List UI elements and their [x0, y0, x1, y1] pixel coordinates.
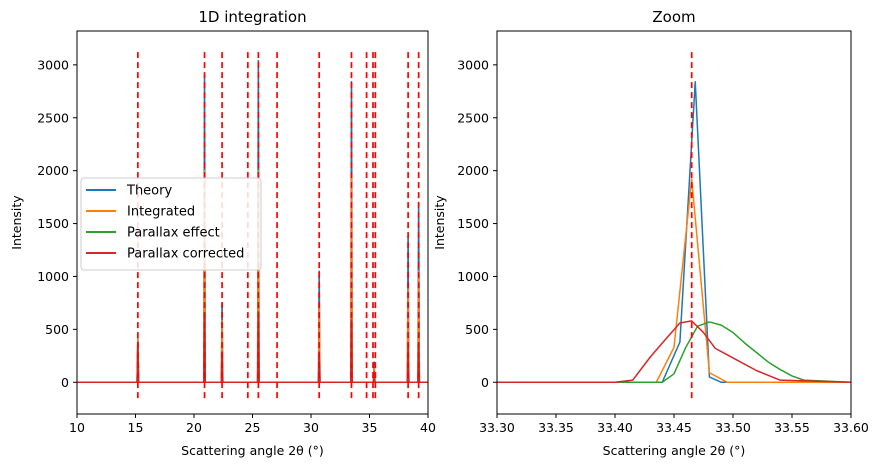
y-tick-label: 2000	[37, 163, 69, 178]
y-axis-ticks: 0 500 1000 1500 2000 2500 3000	[37, 57, 77, 390]
x-axis-ticks: 10 15 20 25 30 35 40	[69, 414, 436, 435]
y-tick-label: 1000	[457, 269, 489, 284]
y-axis-ticks: 0 500 1000 1500 2000 2500 3000	[457, 57, 497, 390]
y-tick-label: 500	[45, 322, 69, 337]
y-axis-label: Intensity	[9, 195, 24, 250]
y-tick-label: 2500	[37, 110, 69, 125]
legend-label-integrated: Integrated	[127, 205, 195, 220]
y-tick-label: 2000	[457, 163, 489, 178]
legend: Theory Integrated Parallax effect Parall…	[80, 177, 262, 271]
panel-1d-integration: 10 15 20 25 30 35 40 050010001500200025003000 …	[9, 8, 436, 458]
y-tick-label: 3000	[37, 57, 69, 72]
x-tick-label: 33.40	[597, 420, 633, 435]
x-axis-ticks: 33.30 33.35 33.40 33.45 33.50 33.55 33.60	[479, 414, 869, 435]
legend-label-parallax-corrected: Parallax corrected	[127, 247, 244, 262]
x-tick-label: 15	[128, 420, 144, 435]
series-group	[497, 48, 851, 399]
y-tick-label: 0	[61, 375, 69, 390]
series-line-parallax-effect	[497, 321, 851, 384]
y-tick-label: 500	[465, 322, 489, 337]
y-tick-label: 1500	[457, 216, 489, 231]
y-tick-label: 0	[481, 375, 489, 390]
plot-area	[497, 48, 851, 399]
series-line-parallax-corrected	[497, 320, 851, 384]
x-tick-label: 30	[303, 420, 319, 435]
x-tick-label: 33.30	[479, 420, 515, 435]
y-tick-label: 1000	[37, 269, 69, 284]
y-tick-label: 2500	[457, 110, 489, 125]
y-axis-label: Intensity	[432, 195, 447, 250]
x-tick-label: 33.55	[774, 420, 810, 435]
plot-area	[77, 48, 428, 399]
legend-label-theory: Theory	[126, 184, 172, 199]
legend-box	[80, 177, 262, 271]
x-axis-label: Scattering angle 2θ (°)	[603, 443, 746, 458]
chart-title: 1D integration	[198, 8, 306, 26]
chart-title: Zoom	[652, 8, 695, 26]
panel-zoom: 33.30 33.35 33.40 33.45 33.50 33.55 33.60 0 500…	[432, 8, 869, 458]
series-group	[77, 48, 428, 399]
x-tick-label: 33.50	[715, 420, 751, 435]
x-tick-label: 20	[186, 420, 202, 435]
y-tick-label: 3000	[457, 57, 489, 72]
x-tick-label: 40	[420, 420, 436, 435]
x-tick-label: 25	[245, 420, 261, 435]
x-axis-label: Scattering angle 2θ (°)	[181, 443, 324, 458]
x-tick-label: 33.45	[656, 420, 692, 435]
y-tick-label: 1500	[37, 216, 69, 231]
legend-label-parallax-effect: Parallax effect	[127, 226, 220, 241]
x-tick-label: 33.60	[833, 420, 869, 435]
x-tick-label: 10	[69, 420, 85, 435]
x-tick-label: 33.35	[538, 420, 574, 435]
x-tick-label: 35	[362, 420, 378, 435]
